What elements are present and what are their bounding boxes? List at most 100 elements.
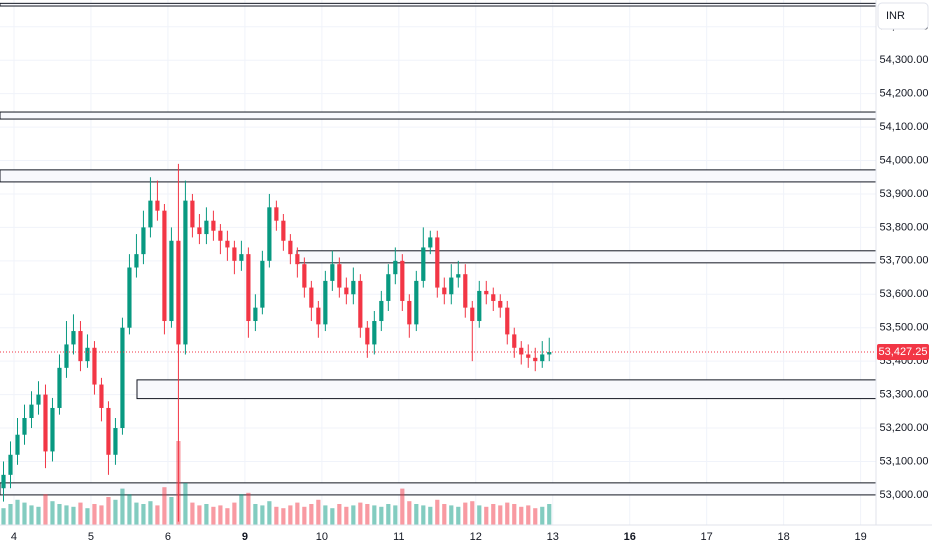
zone [296, 250, 877, 264]
volume-bar [463, 502, 468, 525]
volume-bar [449, 505, 454, 525]
candle-body [64, 344, 69, 368]
y-tick-label: 54,100.00 [880, 121, 929, 133]
candle-body [36, 394, 41, 405]
candle-body [393, 260, 398, 275]
candle-body [456, 274, 461, 278]
volume-bar [295, 502, 300, 525]
candle-body [197, 227, 202, 235]
x-tick-label: 17 [701, 531, 713, 543]
volume-bar [400, 488, 405, 525]
candle-body [421, 247, 426, 281]
y-tick-label: 54,300.00 [880, 54, 929, 66]
volume [1, 441, 552, 525]
candle-body [379, 300, 384, 322]
volume-bar [498, 505, 503, 525]
volume-bar [351, 505, 356, 525]
volume-bar [183, 483, 188, 525]
volume-bar [456, 506, 461, 525]
volume-bar [78, 502, 83, 525]
volume-bar [64, 505, 69, 525]
x-tick-label: 6 [165, 531, 171, 543]
last-price-tag [877, 344, 929, 361]
volume-bar [141, 504, 146, 525]
candle-body [232, 247, 237, 261]
y-tick-label: 53,700.00 [880, 255, 929, 267]
candle-body [533, 357, 538, 362]
volume-bar [519, 506, 524, 525]
volume-bar [288, 505, 293, 525]
candle-body [512, 334, 517, 348]
volume-bar [379, 506, 384, 525]
candle-body [386, 274, 391, 301]
volume-bar [407, 501, 412, 525]
candle-body [141, 227, 146, 255]
volume-bar [8, 504, 13, 525]
volume-bar [512, 504, 517, 525]
candle-body [540, 354, 545, 362]
candle-body [99, 384, 104, 408]
volume-bar [267, 501, 272, 525]
candle-body [323, 280, 328, 325]
volume-bar [533, 508, 538, 525]
y-tick-label: 53,200.00 [880, 422, 929, 434]
candle-body [267, 207, 272, 261]
volume-bar [127, 494, 132, 525]
candle-body [190, 200, 195, 228]
volume-bar [484, 506, 489, 525]
candle-body [50, 407, 55, 452]
candle-body [8, 454, 13, 475]
volume-bar [309, 504, 314, 525]
volume-bar [547, 504, 552, 525]
volume-bar [99, 505, 104, 525]
volume-bar [246, 492, 251, 525]
candle-body [281, 220, 286, 241]
candle-body [505, 307, 510, 335]
candle-body [526, 354, 531, 358]
volume-bar [148, 501, 153, 525]
volume-bar [36, 506, 41, 525]
candle-body [288, 240, 293, 255]
candle-body [211, 220, 216, 231]
volume-bar [526, 505, 531, 525]
candle-body [358, 280, 363, 328]
volume-bar [421, 505, 426, 525]
volume-bar [232, 502, 237, 525]
candles [1, 163, 552, 522]
volume-bar [358, 502, 363, 525]
x-tick-label: 5 [88, 531, 94, 543]
volume-bar [15, 499, 20, 525]
volume-bar [211, 506, 216, 525]
y-tick-label: 53,900.00 [880, 188, 929, 200]
x-tick-label: 11 [393, 531, 404, 543]
candle-body [484, 290, 489, 295]
candle-body [29, 404, 34, 418]
volume-bar [365, 504, 370, 525]
candle-body [225, 240, 230, 248]
volume-bar [197, 505, 202, 525]
x-tick-label: 16 [624, 531, 636, 543]
x-tick-label: 4 [11, 531, 17, 543]
currency-box[interactable] [877, 2, 929, 30]
candle-body [71, 331, 76, 345]
volume-bar [29, 505, 34, 525]
y-tick-label: 53,500.00 [880, 322, 929, 334]
candle-body [428, 237, 433, 248]
volume-bar [239, 494, 244, 525]
candle-body [113, 428, 118, 455]
last-price-label: 53,427.25 [879, 346, 928, 358]
candle-body [449, 277, 454, 295]
zone [0, 2, 877, 7]
y-tick-label: 53,000.00 [880, 489, 929, 501]
volume-bar [50, 501, 55, 525]
candle-body [155, 200, 160, 211]
volume-bar [218, 505, 223, 525]
y-tick-label: 54,000.00 [880, 154, 929, 166]
zone [0, 169, 877, 183]
volume-bar [540, 506, 545, 525]
currency-label[interactable]: INR [886, 10, 905, 22]
candle-body [176, 240, 181, 345]
candle-body [260, 260, 265, 308]
volume-bar [281, 508, 286, 525]
